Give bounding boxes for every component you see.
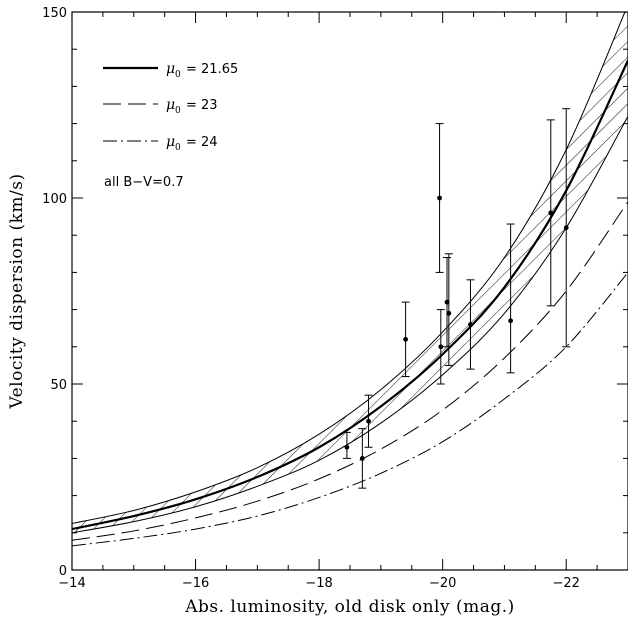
x-tick-label: −16 — [182, 576, 209, 591]
y-axis-title: Velocity dispersion (km/s) — [7, 173, 27, 409]
y-tick-label: 50 — [50, 378, 67, 393]
legend-label-solid: = 21.65 — [186, 62, 238, 77]
data-point — [436, 309, 445, 385]
data-point — [358, 428, 367, 489]
data-point — [546, 119, 555, 307]
point-marker — [563, 225, 569, 231]
point-marker — [508, 318, 514, 324]
legend-label-dashed: = 23 — [186, 98, 218, 113]
series-line-dashed — [72, 201, 628, 541]
point-marker — [446, 310, 452, 316]
data-point — [442, 257, 451, 348]
series-line-solid-thick — [72, 59, 628, 531]
data-point — [466, 279, 475, 370]
legend-mu-subscript: 0 — [175, 143, 181, 153]
model-curves — [72, 59, 628, 547]
point-marker — [366, 418, 371, 424]
legend-mu-symbol: μ — [166, 61, 175, 77]
data-point — [401, 301, 410, 378]
plot-area — [72, 12, 628, 547]
data-point — [435, 123, 444, 273]
point-marker — [344, 444, 350, 450]
axis-ticks: −14 −16 −18 −20 −22 0 50 100 150 — [42, 6, 628, 591]
band-lower-edge — [72, 115, 628, 534]
legend: μ 0 = 21.65 μ 0 = 23 μ 0 = 24 all B−V=0.… — [103, 61, 238, 190]
data-points — [342, 108, 571, 489]
x-axis-title: Abs. luminosity, old disk only (mag.) — [184, 597, 515, 617]
point-marker — [444, 299, 450, 305]
data-point — [562, 108, 571, 348]
legend-mu-subscript: 0 — [175, 70, 181, 80]
point-marker — [548, 210, 554, 216]
legend-mu-symbol: μ — [166, 97, 175, 113]
point-marker — [437, 195, 442, 201]
series-line-dash-dot — [72, 272, 628, 547]
data-point — [506, 223, 515, 374]
legend-mu-subscript: 0 — [175, 106, 181, 116]
legend-mu-symbol: μ — [166, 134, 175, 150]
x-tick-label: −22 — [553, 576, 580, 591]
x-tick-label: −20 — [429, 576, 456, 591]
point-marker — [468, 322, 473, 327]
y-tick-label: 0 — [59, 564, 67, 579]
y-tick-label: 100 — [42, 192, 67, 207]
hatched-band — [72, 12, 628, 534]
plot-frame — [71, 11, 628, 571]
data-point — [342, 431, 351, 459]
x-tick-label: −18 — [305, 576, 332, 591]
band-fill — [72, 12, 628, 533]
data-point — [444, 253, 453, 366]
data-point — [364, 394, 373, 448]
x-tick-label: −14 — [58, 576, 85, 591]
point-marker — [403, 336, 408, 342]
band-upper-edge — [72, 12, 626, 524]
point-marker — [438, 344, 444, 350]
y-tick-label: 150 — [42, 6, 67, 21]
annotation-bv: all B−V=0.7 — [104, 175, 184, 190]
legend-label-dashdot: = 24 — [186, 135, 218, 150]
point-marker — [359, 456, 365, 461]
